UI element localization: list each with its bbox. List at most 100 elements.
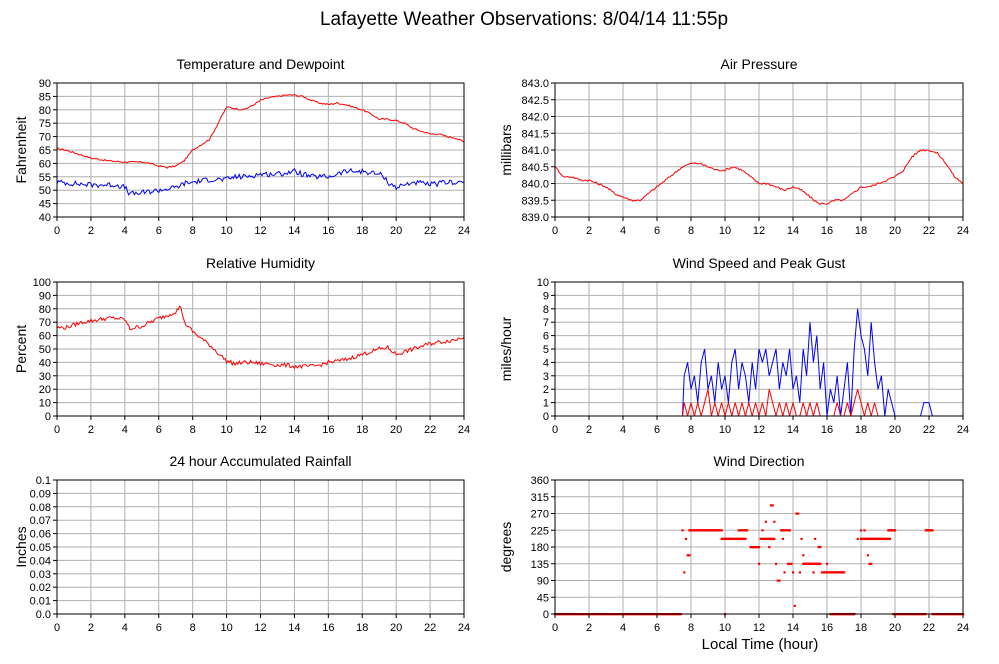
x-axis-title: Local Time (hour) — [702, 636, 819, 653]
temp-ytick-label: 60 — [39, 158, 51, 170]
humidity-xtick-label: 18 — [356, 424, 368, 436]
direction-xtick-label: 20 — [889, 622, 901, 634]
rain-ytick-label: 0.02 — [30, 582, 51, 594]
temp-ytick-label: 90 — [39, 78, 51, 90]
direction-point — [826, 562, 829, 565]
wind-xtick-label: 0 — [552, 424, 558, 436]
direction-point — [775, 562, 778, 565]
direction-ytick-label: 360 — [531, 475, 549, 487]
pressure-xtick-label: 12 — [753, 225, 765, 237]
direction-point — [866, 554, 869, 557]
pressure-title: Air Pressure — [720, 56, 797, 72]
pressure-ytick-label: 843.0 — [521, 78, 549, 90]
direction-point — [764, 520, 767, 523]
direction-xtick-label: 22 — [923, 622, 935, 634]
wind-xtick-label: 2 — [586, 424, 592, 436]
direction-point — [888, 537, 892, 541]
wind-xtick-label: 22 — [923, 424, 935, 436]
rain-ytick-label: 0.01 — [30, 596, 51, 608]
wind-title: Wind Speed and Peak Gust — [673, 255, 846, 271]
temp-ytick-label: 75 — [39, 118, 51, 130]
direction-point — [686, 554, 689, 557]
pressure-xtick-label: 20 — [889, 225, 901, 237]
humidity-line-0 — [56, 305, 465, 370]
temp-series-0 — [56, 93, 465, 169]
pressure-xtick-label: 16 — [821, 225, 833, 237]
humidity-xtick-label: 22 — [424, 424, 436, 436]
pressure-ytick-label: 840.5 — [521, 162, 549, 174]
wind-ytick-label: 0 — [543, 411, 549, 423]
temp-ytick-label: 80 — [39, 105, 51, 117]
rain-ytick-label: 0.03 — [30, 569, 51, 581]
direction-xtick-label: 10 — [719, 622, 731, 634]
direction-point — [741, 537, 744, 541]
direction-title: Wind Direction — [713, 453, 804, 469]
rain-xtick-label: 0 — [54, 622, 60, 634]
direction-point — [863, 529, 866, 532]
temp-xtick-label: 0 — [54, 225, 60, 237]
direction-point — [783, 571, 786, 574]
direction-point — [720, 529, 723, 532]
humidity-ytick-label: 100 — [33, 277, 51, 289]
pressure-xtick-label: 6 — [654, 225, 660, 237]
humidity-series-0 — [56, 305, 465, 370]
rain-xtick-label: 16 — [322, 622, 334, 634]
wind-xtick-label: 6 — [654, 424, 660, 436]
direction-point — [795, 512, 798, 515]
direction-xtick-label: 0 — [552, 622, 558, 634]
pressure-ytick-label: 842.0 — [521, 112, 549, 124]
humidity-xtick-label: 2 — [88, 424, 94, 436]
direction-point — [820, 571, 824, 574]
direction-ytick-label: 0 — [543, 609, 549, 621]
direction-ylabel: degrees — [498, 522, 514, 573]
pressure-series-0 — [554, 148, 964, 206]
wind-ytick-label: 6 — [543, 331, 549, 343]
wind-ylabel: miles/hour — [498, 316, 514, 381]
direction-xtick-label: 16 — [821, 622, 833, 634]
pressure-ytick-label: 840.0 — [521, 179, 549, 191]
pressure-xtick-label: 2 — [586, 225, 592, 237]
wind-ytick-label: 8 — [543, 304, 549, 316]
direction-point — [788, 562, 791, 565]
temp-line-0 — [56, 93, 465, 169]
humidity-ytick-label: 0 — [45, 411, 51, 423]
rain-ytick-label: 0.1 — [36, 475, 51, 487]
temp-ytick-label: 45 — [39, 199, 51, 211]
wind-ytick-label: 9 — [543, 290, 549, 302]
direction-point — [793, 604, 796, 608]
direction-ytick-label: 90 — [537, 576, 549, 588]
pressure-xtick-label: 10 — [719, 225, 731, 237]
direction-point — [776, 579, 779, 582]
rain-xtick-label: 4 — [122, 622, 128, 634]
direction-point — [800, 537, 803, 541]
direction-point — [786, 562, 790, 565]
rain-xtick-label: 14 — [288, 622, 300, 634]
humidity-xtick-label: 12 — [254, 424, 266, 436]
rain-xtick-label: 10 — [220, 622, 232, 634]
humidity-xtick-label: 0 — [54, 424, 60, 436]
direction-point — [688, 554, 691, 557]
direction-ytick-label: 135 — [531, 559, 549, 571]
direction-point — [758, 562, 761, 565]
pressure-ytick-label: 839.0 — [521, 212, 549, 224]
direction-point — [843, 571, 846, 574]
direction-point — [790, 562, 793, 565]
direction-point — [817, 546, 820, 549]
wind-ytick-label: 3 — [543, 371, 549, 383]
humidity-xtick-label: 4 — [122, 424, 128, 436]
direction-point — [931, 529, 934, 532]
temp-xtick-label: 22 — [424, 225, 436, 237]
direction-point — [701, 529, 705, 532]
direction-point — [781, 537, 784, 541]
direction-point — [788, 529, 791, 532]
temp-series-1 — [56, 167, 464, 196]
pressure-xtick-label: 22 — [923, 225, 935, 237]
temp-xtick-label: 18 — [356, 225, 368, 237]
page-title: Lafayette Weather Observations: 8/04/14 … — [320, 9, 728, 30]
pressure-ylabel: millibars — [498, 124, 514, 175]
humidity-xtick-label: 20 — [390, 424, 402, 436]
